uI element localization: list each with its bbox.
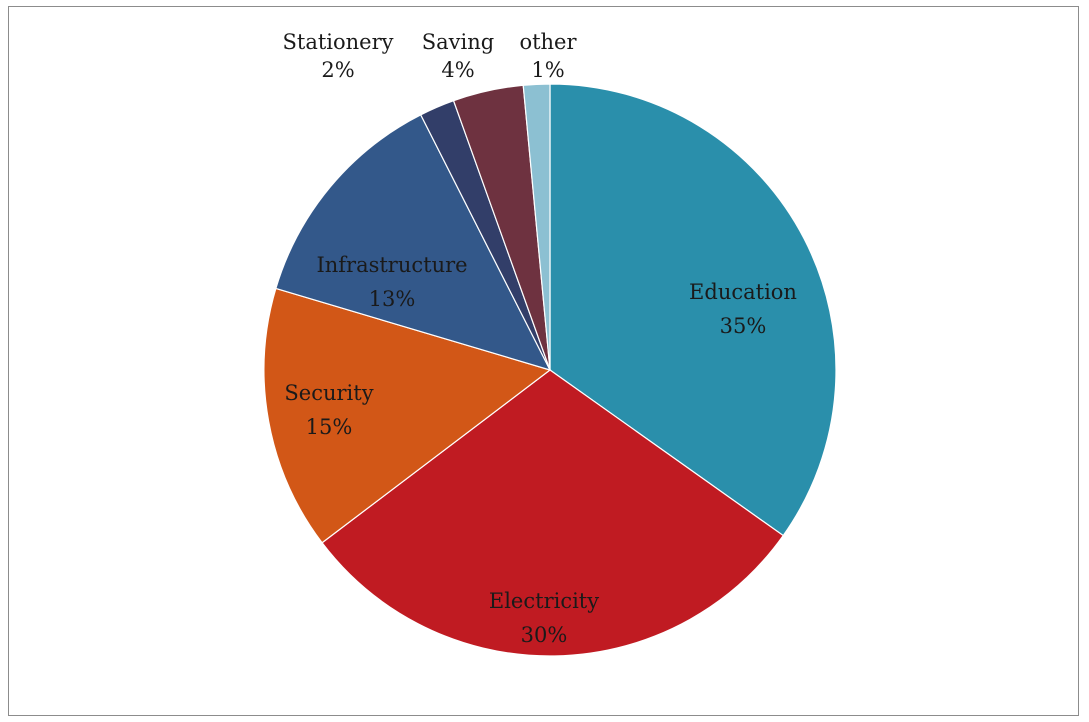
pie-slice-infrastructure xyxy=(275,114,552,371)
pie-slices xyxy=(263,83,837,657)
slice-percent-security: 15% xyxy=(306,415,353,439)
pie-slice-other xyxy=(522,83,551,371)
slice-label-other: other xyxy=(519,30,577,54)
pie-slice-education xyxy=(549,83,837,537)
slice-label-security: Security xyxy=(284,381,373,405)
pie-slice-security xyxy=(263,287,552,544)
slice-percent-infrastructure: 13% xyxy=(369,287,416,311)
slice-percent-electricity: 30% xyxy=(521,623,568,647)
slice-label-stationery: Stationery xyxy=(283,30,394,54)
slice-label-education: Education xyxy=(689,280,797,304)
pie-slice-electricity xyxy=(321,369,785,657)
slice-label-saving: Saving xyxy=(422,30,494,54)
slice-percent-other: 1% xyxy=(531,58,564,82)
slice-label-electricity: Electricity xyxy=(489,589,599,613)
slice-percent-saving: 4% xyxy=(441,58,474,82)
slice-percent-education: 35% xyxy=(720,314,767,338)
pie-labels: Education 35% Electricity 30% Security 1… xyxy=(283,30,797,647)
slice-label-infrastructure: Infrastructure xyxy=(316,253,467,277)
slice-percent-stationery: 2% xyxy=(321,58,354,82)
